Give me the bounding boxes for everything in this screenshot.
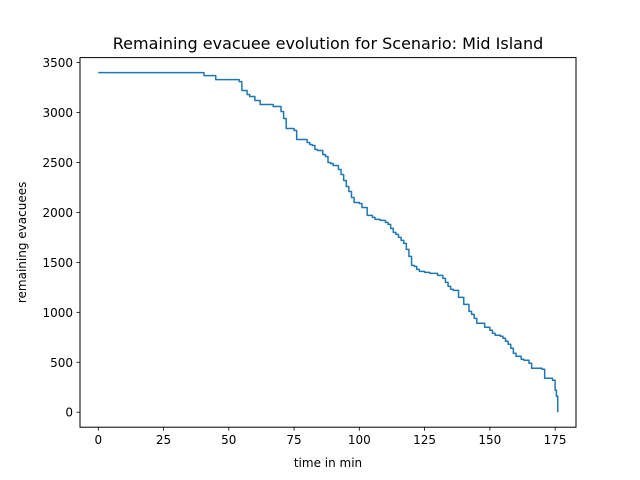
- x-axis-label: time in min: [294, 456, 362, 470]
- x-tick-label: 50: [221, 433, 236, 447]
- y-tick-label: 2000: [42, 206, 73, 220]
- x-tick-label: 0: [94, 433, 102, 447]
- x-tick-label: 25: [156, 433, 171, 447]
- x-tick-label: 150: [478, 433, 501, 447]
- x-tick-label: 100: [348, 433, 371, 447]
- y-tick-label: 2500: [42, 156, 73, 170]
- y-tick-label: 3500: [42, 56, 73, 70]
- chart-title: Remaining evacuee evolution for Scenario…: [113, 34, 544, 53]
- y-tick-label: 1500: [42, 256, 73, 270]
- series-layer: [98, 71, 559, 413]
- ticks-layer: 0 25 50 75 100 125 150 175 0 500 1000 1500 2000 2500 3…: [42, 56, 566, 447]
- y-tick-label: 500: [50, 356, 73, 370]
- y-tick-label: 1000: [42, 306, 73, 320]
- x-tick-label: 175: [544, 433, 567, 447]
- y-axis-label: remaining evacuees: [15, 182, 29, 303]
- plot-frame: [79, 57, 577, 428]
- y-tick-label: 3000: [42, 106, 73, 120]
- series-line: [98, 71, 559, 413]
- y-tick-label: 0: [65, 406, 73, 420]
- x-tick-label: 125: [413, 433, 436, 447]
- x-tick-label: 75: [286, 433, 301, 447]
